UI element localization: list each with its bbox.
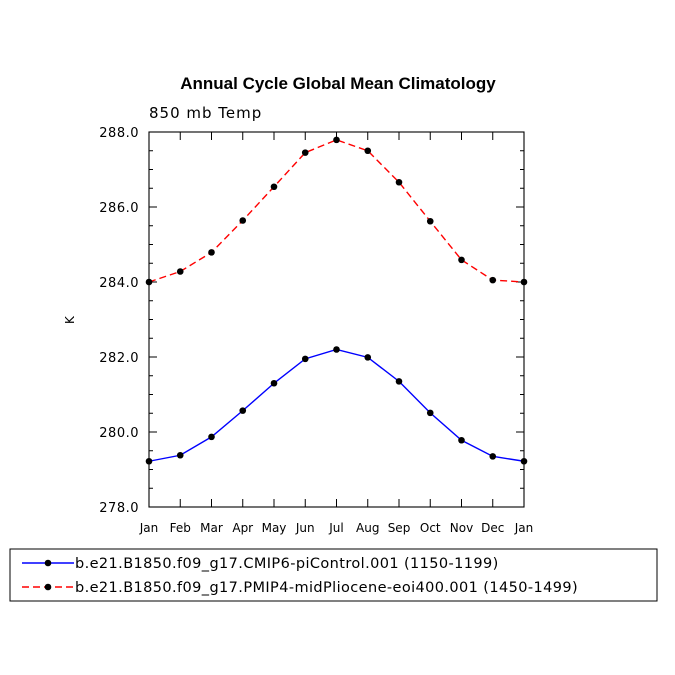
- series-1-point: [520, 457, 528, 465]
- y-tick-label: 280.0: [99, 426, 139, 441]
- legend-label-series-1: b.e21.B1850.f09_g17.CMIP6-piControl.001 …: [75, 556, 499, 572]
- series-1-point: [208, 433, 215, 441]
- y-tick-label: 286.0: [99, 201, 139, 216]
- series-2-point: [301, 149, 309, 156]
- x-tick-label: Aug: [356, 521, 379, 535]
- x-tick-label: Mar: [200, 521, 223, 535]
- legend-label-series-2: b.e21.B1850.f09_g17.PMIP4-midPliocene-eo…: [75, 580, 578, 596]
- chart-subtitle: 850 mb Temp: [149, 104, 262, 122]
- chart-title: Annual Cycle Global Mean Climatology: [180, 74, 496, 93]
- legend-marker-series-2: [44, 583, 52, 591]
- y-tick-label: 284.0: [99, 276, 139, 291]
- x-tick-label: Feb: [170, 521, 191, 535]
- series-1-point: [458, 436, 465, 444]
- series-2-point: [489, 276, 497, 284]
- series-2-point: [239, 217, 247, 224]
- series-1-point: [426, 409, 434, 417]
- series-1-point: [176, 451, 184, 459]
- x-tick-label: Jan: [514, 521, 534, 535]
- x-tick-label: Jan: [139, 521, 159, 535]
- series-2-point: [520, 278, 528, 286]
- series-1-point: [395, 378, 403, 385]
- legend-box: [9, 548, 658, 602]
- y-tick-label: 278.0: [99, 501, 139, 516]
- series-1-point: [333, 346, 340, 353]
- series-1-point: [270, 379, 278, 387]
- series-2-point: [270, 183, 278, 191]
- x-tick-label: Jul: [328, 521, 343, 535]
- series-2-point: [176, 268, 184, 275]
- x-tick-label: Nov: [450, 521, 473, 535]
- series-2-point: [145, 278, 153, 286]
- legend-marker-series-1: [44, 559, 52, 567]
- y-axis-label: K: [63, 315, 77, 324]
- series-2-point: [395, 178, 403, 186]
- series-1-point: [489, 453, 497, 460]
- x-tick-label: Apr: [232, 521, 253, 535]
- series-layer: [145, 136, 528, 465]
- legend: b.e21.B1850.f09_g17.CMIP6-piControl.001 …: [9, 548, 658, 602]
- series-2-point: [426, 217, 434, 225]
- y-tick-label: 282.0: [99, 351, 139, 366]
- x-tick-label: Jun: [295, 521, 315, 535]
- series-1-point: [301, 355, 309, 363]
- series-2-point: [208, 249, 215, 256]
- axes: 278.0 280.0 282.0 284.0 286.0 288.0 Jan Feb Mar A…: [99, 126, 533, 535]
- series-1-point: [364, 354, 372, 361]
- x-tick-label: Dec: [481, 521, 504, 535]
- series-2-point: [333, 136, 340, 144]
- x-tick-label: Oct: [420, 521, 441, 535]
- y-tick-label: 288.0: [99, 126, 139, 141]
- x-tick-label: Sep: [388, 521, 411, 535]
- x-tick-label: May: [262, 521, 287, 535]
- series-2-point: [458, 256, 465, 264]
- series-2-point: [364, 147, 372, 155]
- series-1-point: [145, 457, 153, 465]
- series-1-point: [239, 407, 247, 414]
